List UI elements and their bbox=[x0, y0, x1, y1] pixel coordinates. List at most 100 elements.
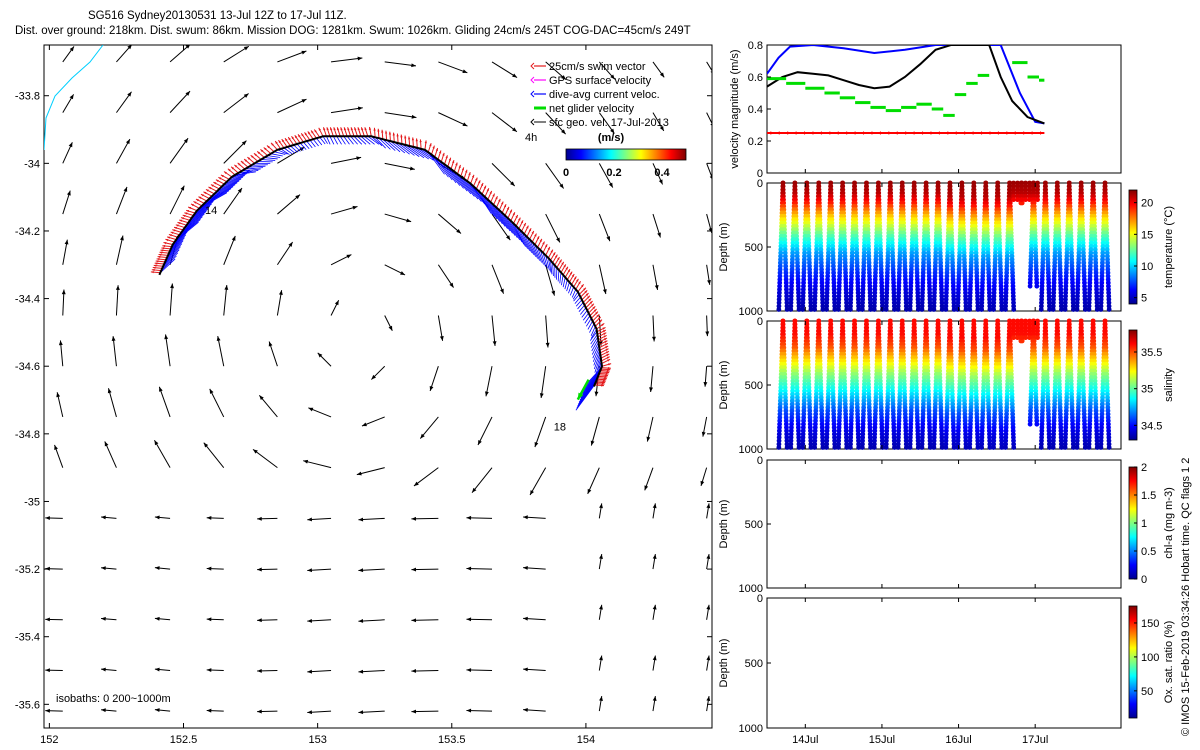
swim-vector-head bbox=[607, 368, 611, 371]
legend-label-dac: dive-avg current veloc. bbox=[549, 89, 660, 101]
figure-title: SG516 Sydney20130531 13-Jul 12Z to 17-Ju… bbox=[88, 10, 347, 22]
dac-vector bbox=[501, 212, 518, 238]
dac-vector bbox=[160, 255, 177, 271]
panel-temperature-surface-sample bbox=[1015, 197, 1020, 203]
dac-vector bbox=[545, 255, 550, 271]
swim-vector-head bbox=[492, 193, 495, 197]
panel-temperature-surface-sample bbox=[1015, 187, 1020, 193]
dac-vector bbox=[577, 380, 597, 405]
map-ytick-label: -35.6 bbox=[15, 699, 40, 711]
swim-vector-head bbox=[364, 127, 367, 131]
dac-vector bbox=[463, 178, 486, 205]
swim-vector-head bbox=[165, 238, 169, 242]
geo-vector-arrow-head bbox=[206, 668, 212, 672]
geo-vector-arrow bbox=[598, 264, 607, 295]
panel-temperature-surface-sample bbox=[1027, 180, 1032, 186]
dac-vector bbox=[577, 302, 584, 310]
swim-vector-head bbox=[354, 127, 357, 131]
geo-vector-arrow-head bbox=[484, 391, 489, 397]
swim-vector-head bbox=[388, 131, 392, 135]
panel-temperature-sample-up bbox=[1106, 307, 1112, 312]
panel-salinity-sample-down bbox=[931, 445, 937, 450]
swim-vector-head bbox=[605, 346, 609, 349]
swim-vector-head bbox=[260, 149, 264, 153]
velocity-line-dive-avg-current bbox=[767, 45, 1045, 125]
dac-vector bbox=[427, 151, 445, 175]
dac-vector bbox=[290, 145, 298, 153]
swim-vector-head bbox=[188, 207, 192, 210]
swim-vector-head bbox=[520, 220, 524, 224]
swim-vector-head bbox=[250, 155, 254, 158]
geo-vector-arrow-head bbox=[243, 93, 249, 98]
swim-vector-head bbox=[435, 148, 438, 152]
panel-temperature-sample-down bbox=[812, 307, 818, 312]
swim-vector-head bbox=[573, 276, 577, 280]
geo-vector-arrow-head bbox=[66, 190, 71, 196]
swim-vector-head bbox=[170, 231, 174, 234]
dac-vector bbox=[163, 246, 181, 265]
panel-salinity-sample-down bbox=[871, 445, 877, 450]
geo-vector-arrow bbox=[706, 61, 712, 72]
geo-vector-arrow-head bbox=[506, 235, 511, 241]
geo-vector-arrow-head bbox=[358, 568, 364, 573]
geo-vector-arrow-head bbox=[411, 618, 417, 623]
geo-vector-arrow-head bbox=[539, 393, 544, 398]
panel-temperature-surface-sample bbox=[1023, 190, 1028, 196]
swim-vector-head bbox=[585, 293, 589, 296]
map-plot-area: 18 14 isobaths: 0 200~1000m bbox=[44, 45, 712, 715]
geo-vector-arrow-head bbox=[107, 388, 112, 394]
geo-vector-arrow-head bbox=[610, 74, 615, 80]
panel-salinity-sample-down bbox=[907, 445, 913, 450]
swim-vector-head bbox=[288, 137, 291, 141]
geo-vector-arrow bbox=[104, 441, 117, 468]
dac-vector bbox=[413, 146, 434, 161]
map-x-axis: 152 152.5 153 153.5 154 bbox=[40, 45, 595, 746]
geo-vector-arrow-head bbox=[406, 218, 412, 223]
map-xtick-label: 152.5 bbox=[170, 734, 198, 746]
swim-vector-head bbox=[190, 203, 194, 207]
geo-vector-arrow-head bbox=[710, 123, 712, 126]
swim-vector-head bbox=[291, 136, 295, 140]
swim-vector-head bbox=[400, 134, 403, 138]
swim-vector-head bbox=[266, 145, 270, 149]
swim-vector-head bbox=[281, 139, 285, 143]
swim-vector-head bbox=[257, 151, 261, 155]
dac-vector bbox=[267, 155, 281, 158]
geo-vector-arrow-head bbox=[409, 166, 415, 171]
map-colorbar-title: (m/s) bbox=[598, 132, 625, 144]
dac-vector bbox=[566, 282, 570, 292]
panel-temperature-ytick-label: 1000 bbox=[739, 306, 763, 318]
swim-vector-head bbox=[534, 233, 537, 237]
swim-vector-head bbox=[547, 246, 550, 250]
geo-vector-arrow-head bbox=[307, 710, 313, 715]
coastline bbox=[44, 45, 104, 151]
dac-vector bbox=[299, 142, 307, 150]
geo-vector-arrow-head bbox=[705, 331, 710, 337]
dac-vector bbox=[166, 237, 185, 258]
panel-temperature-sample-down bbox=[1074, 307, 1080, 312]
panel-temperature-surface-sample bbox=[1023, 180, 1028, 186]
panel-temperature-ytick-label: 0 bbox=[757, 178, 763, 190]
geo-vector-arrow-head bbox=[45, 516, 50, 520]
geo-vector-arrow-head bbox=[69, 46, 74, 52]
swim-vector-head bbox=[601, 323, 605, 326]
panel-temperature-sample-down bbox=[859, 307, 865, 312]
dac-vector bbox=[582, 312, 589, 321]
swim-vector-head bbox=[583, 287, 586, 291]
geo-vector-arrow bbox=[112, 336, 117, 367]
geo-vector-arrow-head bbox=[54, 444, 58, 450]
dac-vector bbox=[584, 370, 601, 390]
geo-vector-arrow-head bbox=[45, 708, 50, 713]
dac-vector bbox=[587, 320, 593, 330]
swim-vector-head bbox=[377, 128, 380, 132]
panel-temperature-surface-sample bbox=[1019, 190, 1024, 196]
map-xtick-label: 154 bbox=[577, 734, 595, 746]
geo-vector-arrow bbox=[223, 235, 236, 265]
geo-vector-arrow bbox=[587, 467, 600, 495]
dac-vector bbox=[513, 223, 526, 247]
swim-vector-head bbox=[361, 127, 364, 131]
panel-temperature-surface-sample bbox=[1015, 183, 1020, 189]
geo-vector-arrow bbox=[356, 467, 385, 476]
map-annotation-18: 18 bbox=[554, 421, 566, 433]
swim-vector-head bbox=[275, 141, 278, 145]
